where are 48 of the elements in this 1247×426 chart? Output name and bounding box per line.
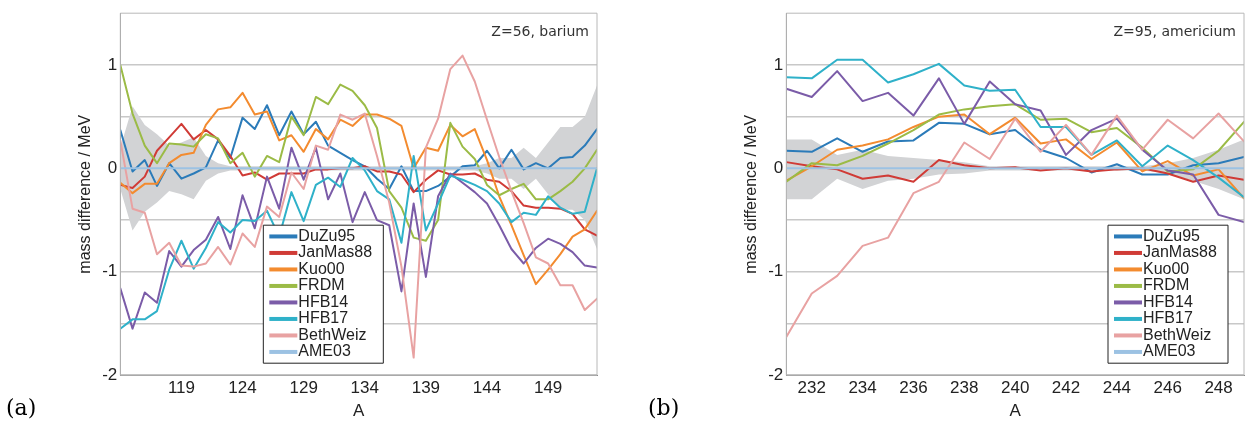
x-tick-label: 144 — [472, 378, 502, 398]
annotation: Z=95, americium — [1113, 22, 1236, 39]
x-axis-title: A — [352, 401, 365, 421]
y-axis-title: mass difference / MeV — [76, 114, 94, 274]
x-tick-label: 139 — [411, 378, 441, 398]
y-tick-label: 0 — [773, 158, 784, 178]
x-tick-label: 240 — [1000, 378, 1030, 398]
legend-label: HFB14 — [1143, 292, 1193, 310]
legend-label: HFB14 — [298, 292, 349, 310]
x-tick-label: 232 — [797, 378, 826, 398]
legend-label: JanMas88 — [298, 243, 373, 261]
y-tick-label: -2 — [768, 364, 784, 384]
x-axis-title: A — [1009, 401, 1022, 421]
y-tick-label: -2 — [102, 364, 118, 384]
text: (a) — [6, 395, 37, 420]
legend-label: AME03 — [1143, 342, 1196, 360]
legend-label: JanMas88 — [1143, 243, 1217, 261]
legend-label: HFB17 — [1143, 309, 1193, 327]
y-tick-label: -1 — [768, 261, 784, 281]
legend-label: BethWeiz — [298, 325, 367, 343]
legend-label: FRDM — [1143, 276, 1190, 294]
x-tick-label: 248 — [1204, 378, 1233, 398]
x-tick-label: 244 — [1102, 378, 1132, 398]
y-tick-label: 1 — [107, 54, 118, 74]
x-tick-label: 149 — [533, 378, 563, 398]
legend-label: AME03 — [298, 342, 351, 360]
x-tick-label: 124 — [228, 378, 257, 398]
legend-label: Kuo00 — [1143, 259, 1190, 277]
text: (b) — [648, 395, 680, 420]
y-axis-title: mass difference / MeV — [742, 114, 760, 274]
legend-label: Kuo00 — [298, 259, 345, 277]
legend-label: DuZu95 — [1143, 226, 1201, 244]
legend-label: BethWeiz — [1143, 325, 1212, 343]
x-tick-label: 234 — [848, 378, 877, 398]
x-tick-label: 246 — [1153, 378, 1182, 398]
legend-label: DuZu95 — [298, 226, 356, 244]
x-tick-label: 238 — [950, 378, 979, 398]
y-tick-label: -1 — [102, 261, 118, 281]
x-tick-label: 129 — [289, 378, 318, 398]
y-tick-label: 0 — [107, 158, 118, 178]
legend-label: FRDM — [298, 276, 345, 294]
x-tick-label: 242 — [1051, 378, 1081, 398]
x-tick-label: 119 — [167, 378, 195, 398]
x-tick-label: 134 — [350, 378, 379, 398]
legend-label: HFB17 — [298, 309, 349, 327]
x-tick-label: 236 — [899, 378, 928, 398]
y-tick-label: 1 — [773, 54, 784, 74]
annotation: Z=56, barium — [491, 22, 589, 39]
